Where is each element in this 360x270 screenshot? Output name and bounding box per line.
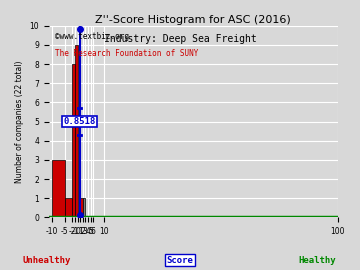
Bar xyxy=(83,198,85,217)
Bar xyxy=(75,45,77,217)
Title: Z''-Score Histogram for ASC (2016): Z''-Score Histogram for ASC (2016) xyxy=(95,15,291,25)
Y-axis label: Number of companies (22 total): Number of companies (22 total) xyxy=(15,60,24,183)
Bar xyxy=(64,198,72,217)
Text: Unhealthy: Unhealthy xyxy=(23,256,71,265)
Text: Industry: Deep Sea Freight: Industry: Deep Sea Freight xyxy=(104,34,256,44)
Text: Score: Score xyxy=(167,256,193,265)
Bar xyxy=(51,160,64,217)
Bar xyxy=(80,198,83,217)
Text: Healthy: Healthy xyxy=(298,256,336,265)
Bar xyxy=(72,64,75,217)
Text: The Research Foundation of SUNY: The Research Foundation of SUNY xyxy=(55,49,198,58)
Text: ©www.textbiz.org: ©www.textbiz.org xyxy=(55,32,129,40)
Text: 0.8518: 0.8518 xyxy=(64,117,96,126)
